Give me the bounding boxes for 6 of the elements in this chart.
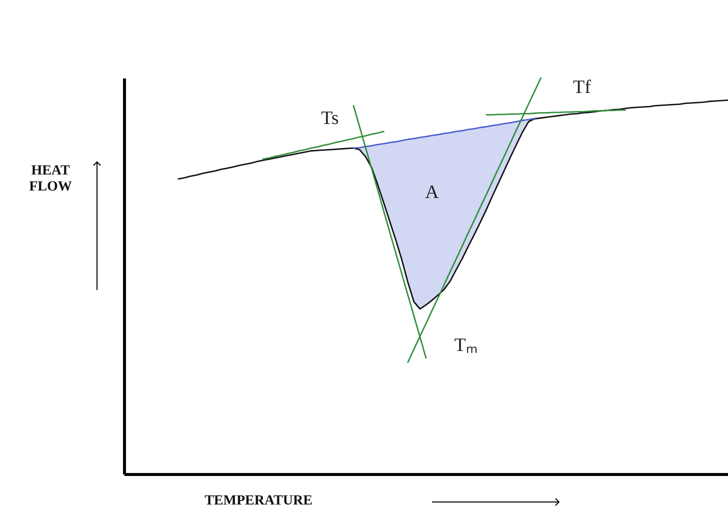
annotation: Ts	[321, 108, 339, 129]
y-axis-title: HEAT FLOW	[29, 164, 72, 194]
x-axis-title: TEMPERATURE	[204, 494, 312, 508]
annotation: Tf	[573, 77, 592, 98]
annotation: Tₘ	[454, 335, 478, 356]
annotation: A	[425, 182, 440, 203]
